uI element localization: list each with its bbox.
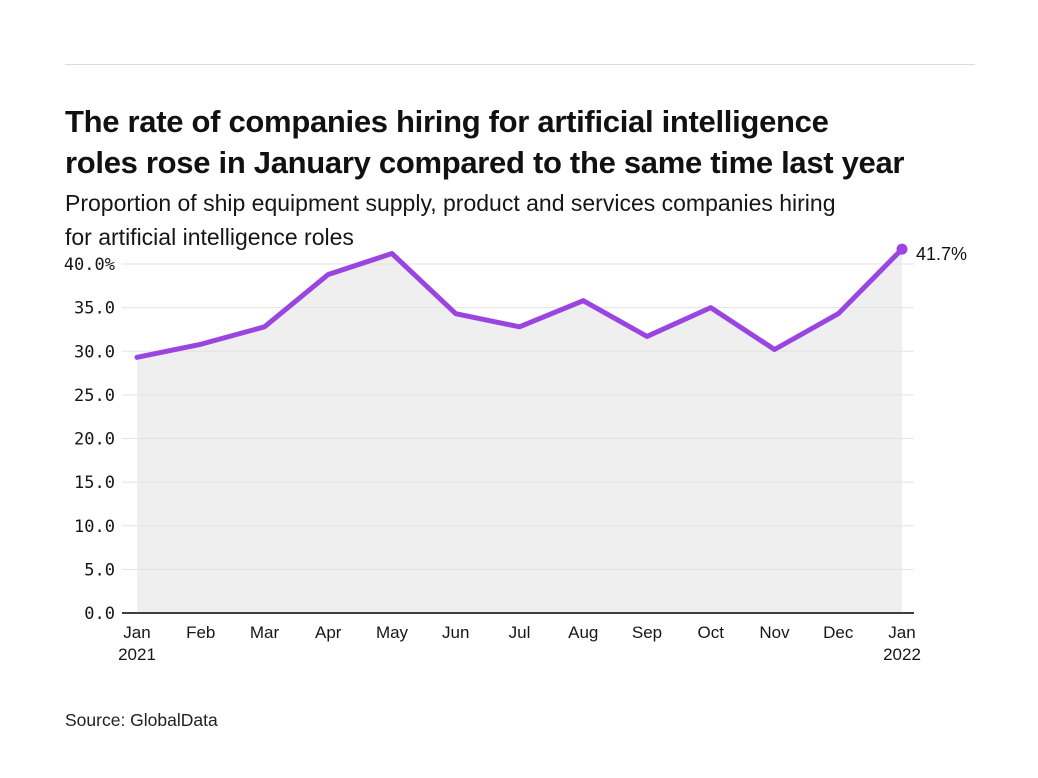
x-axis-tick-label: Jan	[123, 623, 150, 642]
top-divider	[65, 64, 975, 65]
y-axis-tick-label: 40.0%	[64, 255, 115, 275]
x-axis-tick-label: Feb	[186, 623, 215, 642]
x-axis-tick-label: May	[376, 623, 409, 642]
x-axis-tick-label: Nov	[759, 623, 790, 642]
page-title: The rate of companies hiring for artific…	[65, 101, 1005, 183]
x-axis-tick-label: Mar	[250, 623, 280, 642]
y-axis-tick-label: 5.0	[84, 560, 115, 580]
area-fill	[137, 249, 902, 614]
y-axis-tick-label: 35.0	[74, 299, 115, 319]
x-axis-tick-label: Aug	[568, 623, 598, 642]
x-axis-tick-label: Jul	[509, 623, 531, 642]
x-axis-tick-label: Dec	[823, 623, 854, 642]
x-axis-tick-label: Apr	[315, 623, 342, 642]
page-title-line2: roles rose in January compared to the sa…	[65, 144, 905, 180]
y-axis-tick-label: 30.0	[74, 342, 115, 362]
y-axis-tick-label: 25.0	[74, 386, 115, 406]
endpoint-marker	[896, 243, 908, 255]
endpoint-value-label: 41.7%	[916, 244, 967, 264]
source-note: Source: GlobalData	[65, 709, 218, 730]
x-axis-tick-label: Oct	[698, 623, 725, 642]
y-axis-tick-label: 0.0	[84, 604, 115, 624]
x-axis-tick-label: Jan	[888, 623, 915, 642]
chart-subtitle: Proportion of ship equipment supply, pro…	[65, 186, 1005, 254]
y-axis-tick-label: 10.0	[74, 517, 115, 537]
y-axis-tick-label: 15.0	[74, 473, 115, 493]
x-axis-year-label: 2021	[118, 645, 156, 664]
chart-subtitle-line1: Proportion of ship equipment supply, pro…	[65, 190, 836, 216]
y-axis-tick-label: 20.0	[74, 430, 115, 450]
x-axis-tick-label: Sep	[632, 623, 662, 642]
x-axis-year-label: 2022	[883, 645, 921, 664]
data-line	[134, 246, 905, 360]
x-axis-tick-label: Jun	[442, 623, 469, 642]
chart-subtitle-line2: for artificial intelligence roles	[65, 224, 354, 250]
page-title-line1: The rate of companies hiring for artific…	[65, 103, 829, 139]
